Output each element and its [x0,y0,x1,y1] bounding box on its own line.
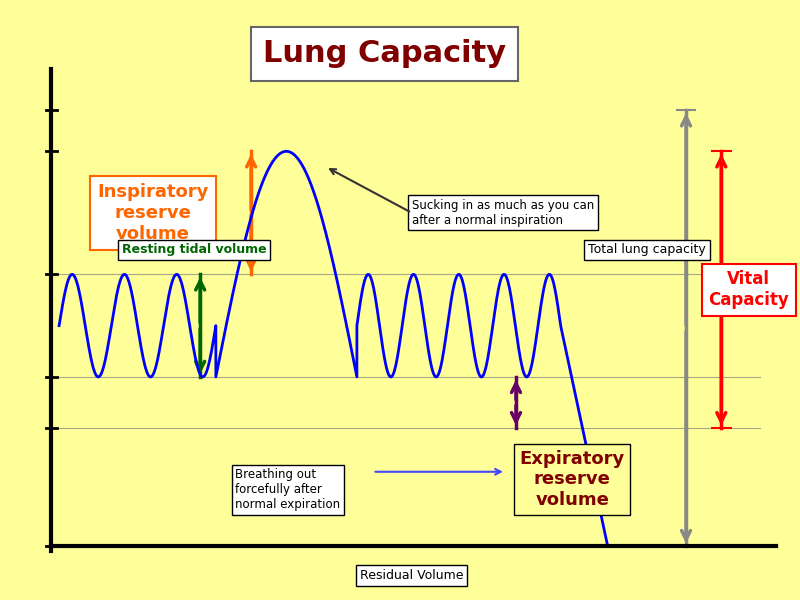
Text: Inspiratory
reserve
volume: Inspiratory reserve volume [98,183,209,242]
Text: Sucking in as much as you can
after a normal inspiration: Sucking in as much as you can after a no… [412,199,594,227]
Text: Residual Volume: Residual Volume [360,569,463,582]
Text: Resting tidal volume: Resting tidal volume [122,244,266,256]
Text: Breathing out
forcefully after
normal expiration: Breathing out forcefully after normal ex… [235,468,341,511]
Text: Lung Capacity: Lung Capacity [262,40,506,68]
Text: Vital
Capacity: Vital Capacity [708,271,789,309]
Text: Expiratory
reserve
volume: Expiratory reserve volume [520,449,625,509]
Text: Total lung capacity: Total lung capacity [588,244,706,256]
